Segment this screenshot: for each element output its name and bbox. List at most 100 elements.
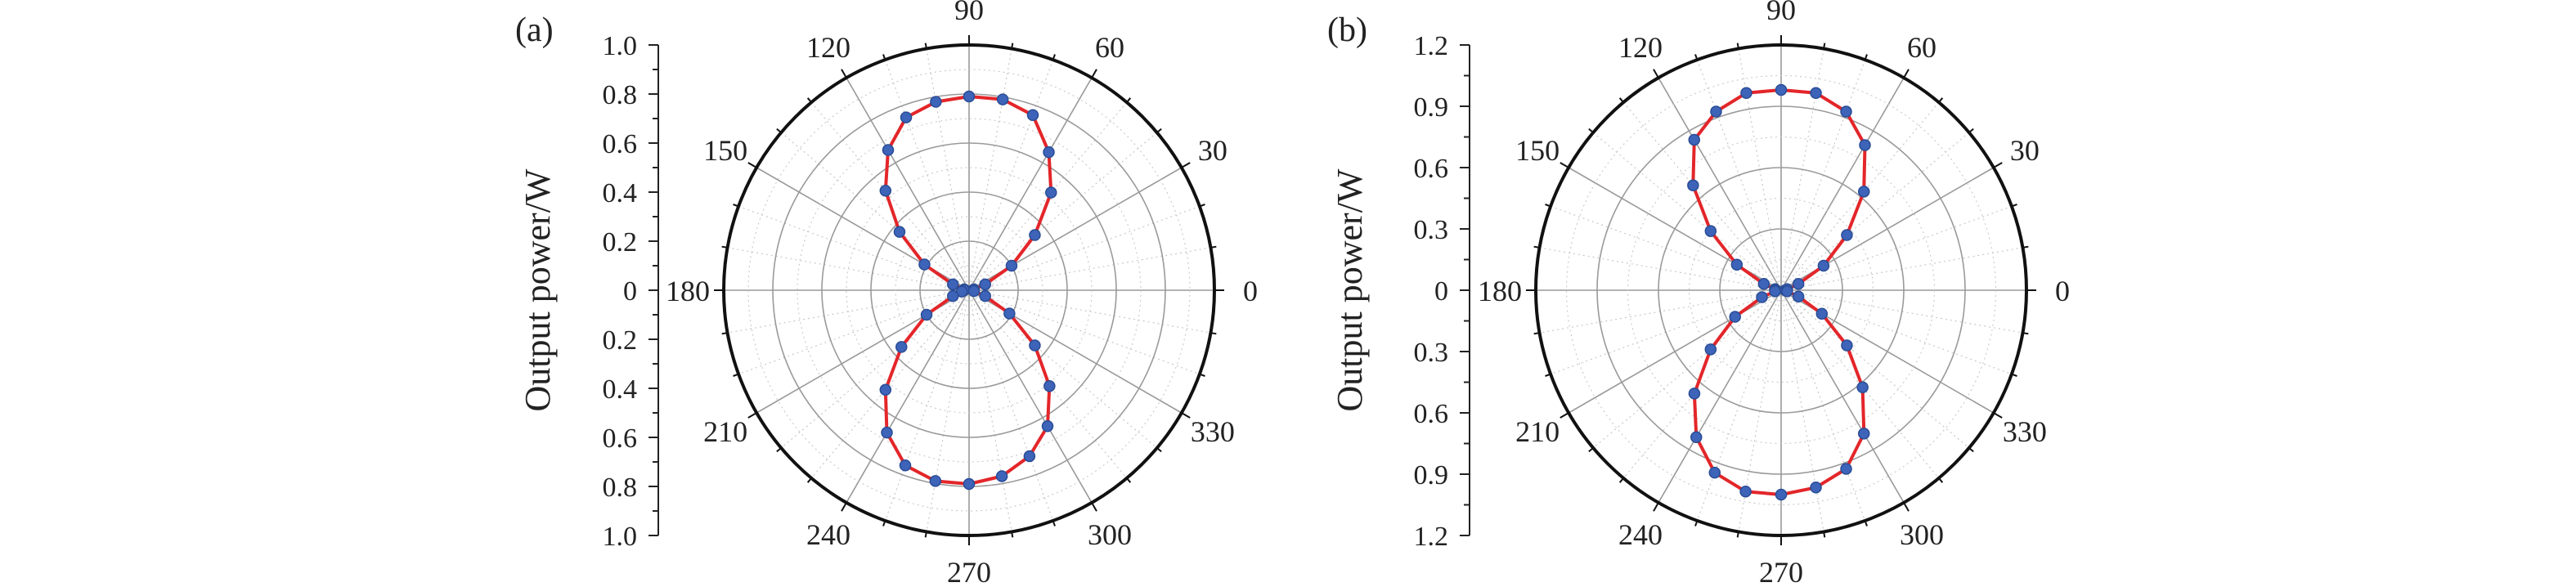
data-point <box>920 308 933 321</box>
grid-ring <box>1719 228 1843 352</box>
angle-label: 210 <box>1515 415 1560 448</box>
angle-label: 180 <box>1478 275 1522 307</box>
angle-label: 210 <box>703 415 747 448</box>
angle-label: 180 <box>666 275 710 307</box>
radial-tick-label: 1.2 <box>1414 31 1449 61</box>
panel-b: 0 30 60 90 120 150 180 210 240 270 300 330 1.2 0.9 0.6… <box>1327 0 2070 587</box>
data-point <box>1045 186 1057 199</box>
data-point <box>1041 420 1054 432</box>
data-point <box>963 90 976 103</box>
radial-tick-label: 0 <box>623 276 637 307</box>
radial-tick-label: 0.6 <box>603 129 638 159</box>
angle-label: 60 <box>1095 31 1124 64</box>
data-point <box>918 258 931 271</box>
minor-spoke <box>1622 101 1940 479</box>
angle-tick <box>721 245 728 249</box>
angle-label: 60 <box>1907 31 1936 64</box>
data-point <box>947 278 959 291</box>
angle-tick <box>1938 477 1944 483</box>
minor-ring <box>944 265 994 316</box>
angle-tick <box>1533 332 1540 335</box>
data-point <box>1857 186 1870 198</box>
angle-label: 120 <box>1618 31 1663 64</box>
angle-label: 30 <box>2010 134 2040 167</box>
data-point <box>881 426 893 439</box>
radial-tick-label: 1.0 <box>603 31 638 61</box>
angle-tick <box>924 531 927 538</box>
angle-tick <box>1694 54 1699 60</box>
data-point <box>930 96 942 108</box>
data-point <box>1043 379 1056 392</box>
angle-tick <box>1588 447 1594 453</box>
data-point <box>1688 133 1700 146</box>
angle-tick <box>1091 69 1097 78</box>
angle-label: 120 <box>806 31 850 64</box>
data-point <box>1690 431 1703 443</box>
angle-label: 240 <box>806 518 850 551</box>
angle-label: 90 <box>1766 0 1796 26</box>
radial-tick-label: 1.2 <box>1414 522 1449 552</box>
minor-spoke <box>1592 132 1970 449</box>
grid-ring <box>870 191 1068 389</box>
angle-tick <box>1864 520 1868 527</box>
data-point <box>1708 466 1721 479</box>
radial-tick-label: 0.2 <box>603 227 638 258</box>
grid-ring <box>1658 167 1905 414</box>
radial-tick-label: 0.8 <box>603 80 638 110</box>
angle-tick <box>733 373 739 377</box>
angle-tick <box>1588 128 1594 133</box>
radial-axis-title: Output power/W <box>518 168 558 411</box>
angle-tick <box>1736 531 1739 538</box>
data-point <box>963 477 976 491</box>
data-point <box>1856 381 1869 393</box>
data-point <box>1841 229 1853 241</box>
data-point <box>1769 285 1781 298</box>
angle-label: 0 <box>1243 275 1258 307</box>
minor-ring <box>747 69 1191 512</box>
angle-tick <box>882 520 886 527</box>
angle-tick <box>1903 502 1910 512</box>
data-point <box>1026 109 1039 122</box>
data-point <box>1023 450 1036 463</box>
angle-tick <box>721 332 728 335</box>
grid-ring <box>821 142 1117 438</box>
angle-tick <box>1864 54 1868 60</box>
angle-tick <box>882 54 886 60</box>
data-point <box>1687 179 1699 191</box>
data-point <box>1841 339 1853 352</box>
radial-tick-label: 0.6 <box>1414 399 1449 429</box>
angle-tick <box>1938 97 1944 103</box>
radial-tick-label: 1.0 <box>603 522 638 552</box>
angle-label: 330 <box>1191 415 1235 448</box>
data-point <box>1781 285 1793 298</box>
data-point <box>1840 105 1852 118</box>
data-point <box>882 144 895 156</box>
radial-tick-label: 0 <box>1434 276 1448 307</box>
angle-tick <box>1968 447 1974 453</box>
minor-ring <box>895 216 1043 365</box>
angle-tick <box>1545 204 1551 208</box>
angle-tick <box>747 412 757 419</box>
angle-tick <box>733 204 739 208</box>
angle-tick <box>1052 54 1056 60</box>
radial-tick-label: 0.9 <box>1414 460 1449 491</box>
angle-tick <box>776 128 782 133</box>
minor-ring <box>1688 197 1874 383</box>
data-point <box>1029 339 1041 352</box>
minor-ring <box>846 167 1093 414</box>
radial-tick-label: 0.2 <box>603 325 638 356</box>
data-point <box>947 289 959 302</box>
angle-label: 150 <box>703 134 747 167</box>
data-point <box>879 383 892 397</box>
data-point <box>1810 482 1822 494</box>
angle-tick <box>1560 162 1569 168</box>
angle-tick <box>1618 477 1624 483</box>
angle-tick <box>776 447 782 453</box>
data-point <box>1704 225 1717 237</box>
angle-label: 0 <box>2055 275 2070 307</box>
angle-tick <box>806 97 812 103</box>
angle-label: 150 <box>1515 134 1560 167</box>
data-point <box>900 111 913 123</box>
angle-tick <box>1618 97 1624 103</box>
